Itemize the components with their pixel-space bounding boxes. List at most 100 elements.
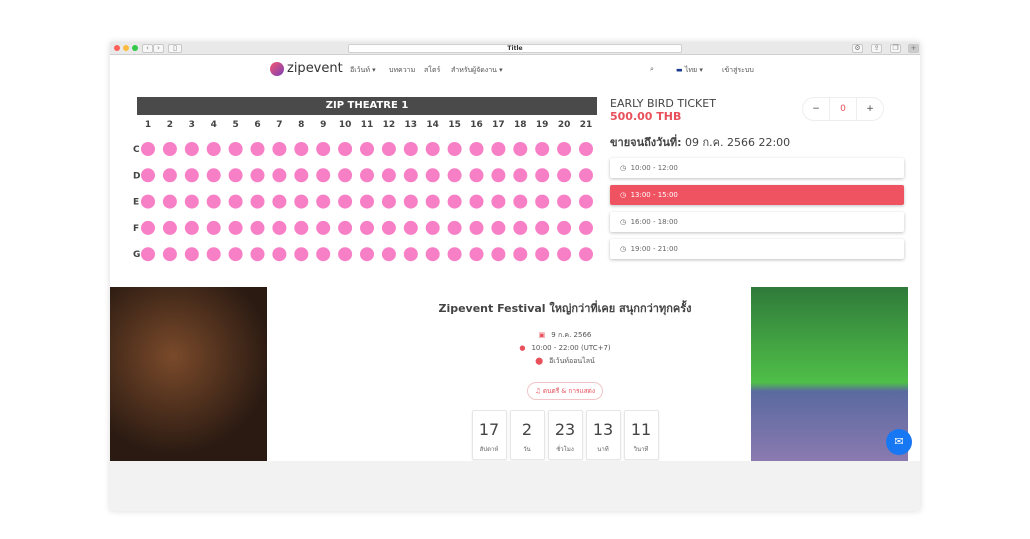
seat-G2[interactable] [162,247,177,262]
seat-C20[interactable] [557,142,572,156]
seat-E18[interactable] [513,194,528,209]
seat-F19[interactable] [535,220,550,235]
seat-F8[interactable] [294,220,309,235]
seat-D14[interactable] [425,168,440,183]
seat-D2[interactable] [162,168,177,183]
nav-store[interactable]: สโตร์ [424,66,441,74]
seat-F11[interactable] [360,220,374,235]
minimize-window-button[interactable] [123,45,129,51]
seat-C14[interactable] [425,142,440,156]
seat-F5[interactable] [228,220,243,235]
language-select[interactable]: ▬ ไทย ▾ [676,65,703,76]
seat-C10[interactable] [338,142,353,156]
seat-G3[interactable] [184,247,199,262]
seat-F7[interactable] [272,220,287,235]
seat-F14[interactable] [425,220,440,235]
seat-E17[interactable] [491,194,506,209]
seat-C6[interactable] [250,142,265,156]
seat-F18[interactable] [513,220,528,235]
seat-E8[interactable] [294,194,309,209]
seat-G1[interactable] [141,247,155,262]
new-tab-icon[interactable]: + [908,44,919,53]
seat-E7[interactable] [272,194,287,209]
seat-C4[interactable] [206,142,221,156]
seat-F12[interactable] [381,220,396,235]
seat-D7[interactable] [272,168,287,183]
seat-C21[interactable] [579,142,593,156]
decrease-button[interactable]: − [812,104,820,114]
share-icon[interactable]: ⇪ [871,44,882,53]
seat-E9[interactable] [316,194,331,209]
seat-D16[interactable] [469,168,484,183]
sidebar-icon[interactable]: ▯ [168,44,182,53]
seat-E12[interactable] [381,194,396,209]
seat-E19[interactable] [535,194,550,209]
seat-C2[interactable] [162,142,177,156]
seat-D8[interactable] [294,168,309,183]
seat-G20[interactable] [557,247,572,262]
seat-C16[interactable] [469,142,484,156]
seat-G11[interactable] [360,247,374,262]
seat-C1[interactable] [141,142,155,156]
seat-C17[interactable] [491,142,506,156]
seat-F16[interactable] [469,220,484,235]
seat-F3[interactable] [184,220,199,235]
seat-E16[interactable] [469,194,484,209]
seat-G8[interactable] [294,247,309,262]
seat-D18[interactable] [513,168,528,183]
seat-D3[interactable] [184,168,199,183]
seat-G7[interactable] [272,247,287,262]
seat-E3[interactable] [184,194,199,209]
seat-C11[interactable] [360,142,374,156]
seat-G14[interactable] [425,247,440,262]
seat-E20[interactable] [557,194,572,209]
seat-F10[interactable] [338,220,353,235]
seat-E14[interactable] [425,194,440,209]
seat-D21[interactable] [579,168,593,183]
seat-C3[interactable] [184,142,199,156]
quantity-value[interactable]: 0 [829,98,857,120]
logo[interactable]: zipevent [270,61,343,76]
seat-G4[interactable] [206,247,221,262]
seat-D5[interactable] [228,168,243,183]
seat-C18[interactable] [513,142,528,156]
seat-F2[interactable] [162,220,177,235]
seat-C5[interactable] [228,142,243,156]
seat-D9[interactable] [316,168,331,183]
seat-C19[interactable] [535,142,550,156]
seat-C9[interactable] [316,142,331,156]
nav-articles[interactable]: บทความ [389,66,416,74]
forward-icon[interactable]: › [153,44,164,53]
seat-E2[interactable] [162,194,177,209]
chat-icon[interactable]: ✉ [886,429,912,455]
seat-F1[interactable] [141,220,155,235]
nav-organizers[interactable]: สำหรับผู้จัดงาน ▾ [451,66,503,74]
increase-button[interactable]: + [866,104,874,114]
seat-D12[interactable] [381,168,396,183]
seat-F4[interactable] [206,220,221,235]
close-window-button[interactable] [114,45,120,51]
seat-E13[interactable] [403,194,418,209]
search-icon[interactable]: ⌕ [650,65,654,73]
seat-D20[interactable] [557,168,572,183]
seat-F6[interactable] [250,220,265,235]
seat-D10[interactable] [338,168,353,183]
seat-F15[interactable] [447,220,462,235]
time-slot[interactable]: ◷ 10:00 - 12:00 [610,158,904,178]
seat-G18[interactable] [513,247,528,262]
time-slot[interactable]: ◷ 16:00 - 18:00 [610,212,904,232]
seat-F20[interactable] [557,220,572,235]
seat-C15[interactable] [447,142,462,156]
seat-G9[interactable] [316,247,331,262]
seat-D17[interactable] [491,168,506,183]
login-link[interactable]: เข้าสู่ระบบ [722,66,754,74]
seat-F21[interactable] [579,220,593,235]
seat-D19[interactable] [535,168,550,183]
seat-C8[interactable] [294,142,309,156]
time-slot[interactable]: ◷ 19:00 - 21:00 [610,239,904,259]
seat-F17[interactable] [491,220,506,235]
seat-G13[interactable] [403,247,418,262]
time-slot[interactable]: ◷ 13:00 - 15:00 [610,185,904,205]
seat-G6[interactable] [250,247,265,262]
seat-E5[interactable] [228,194,243,209]
